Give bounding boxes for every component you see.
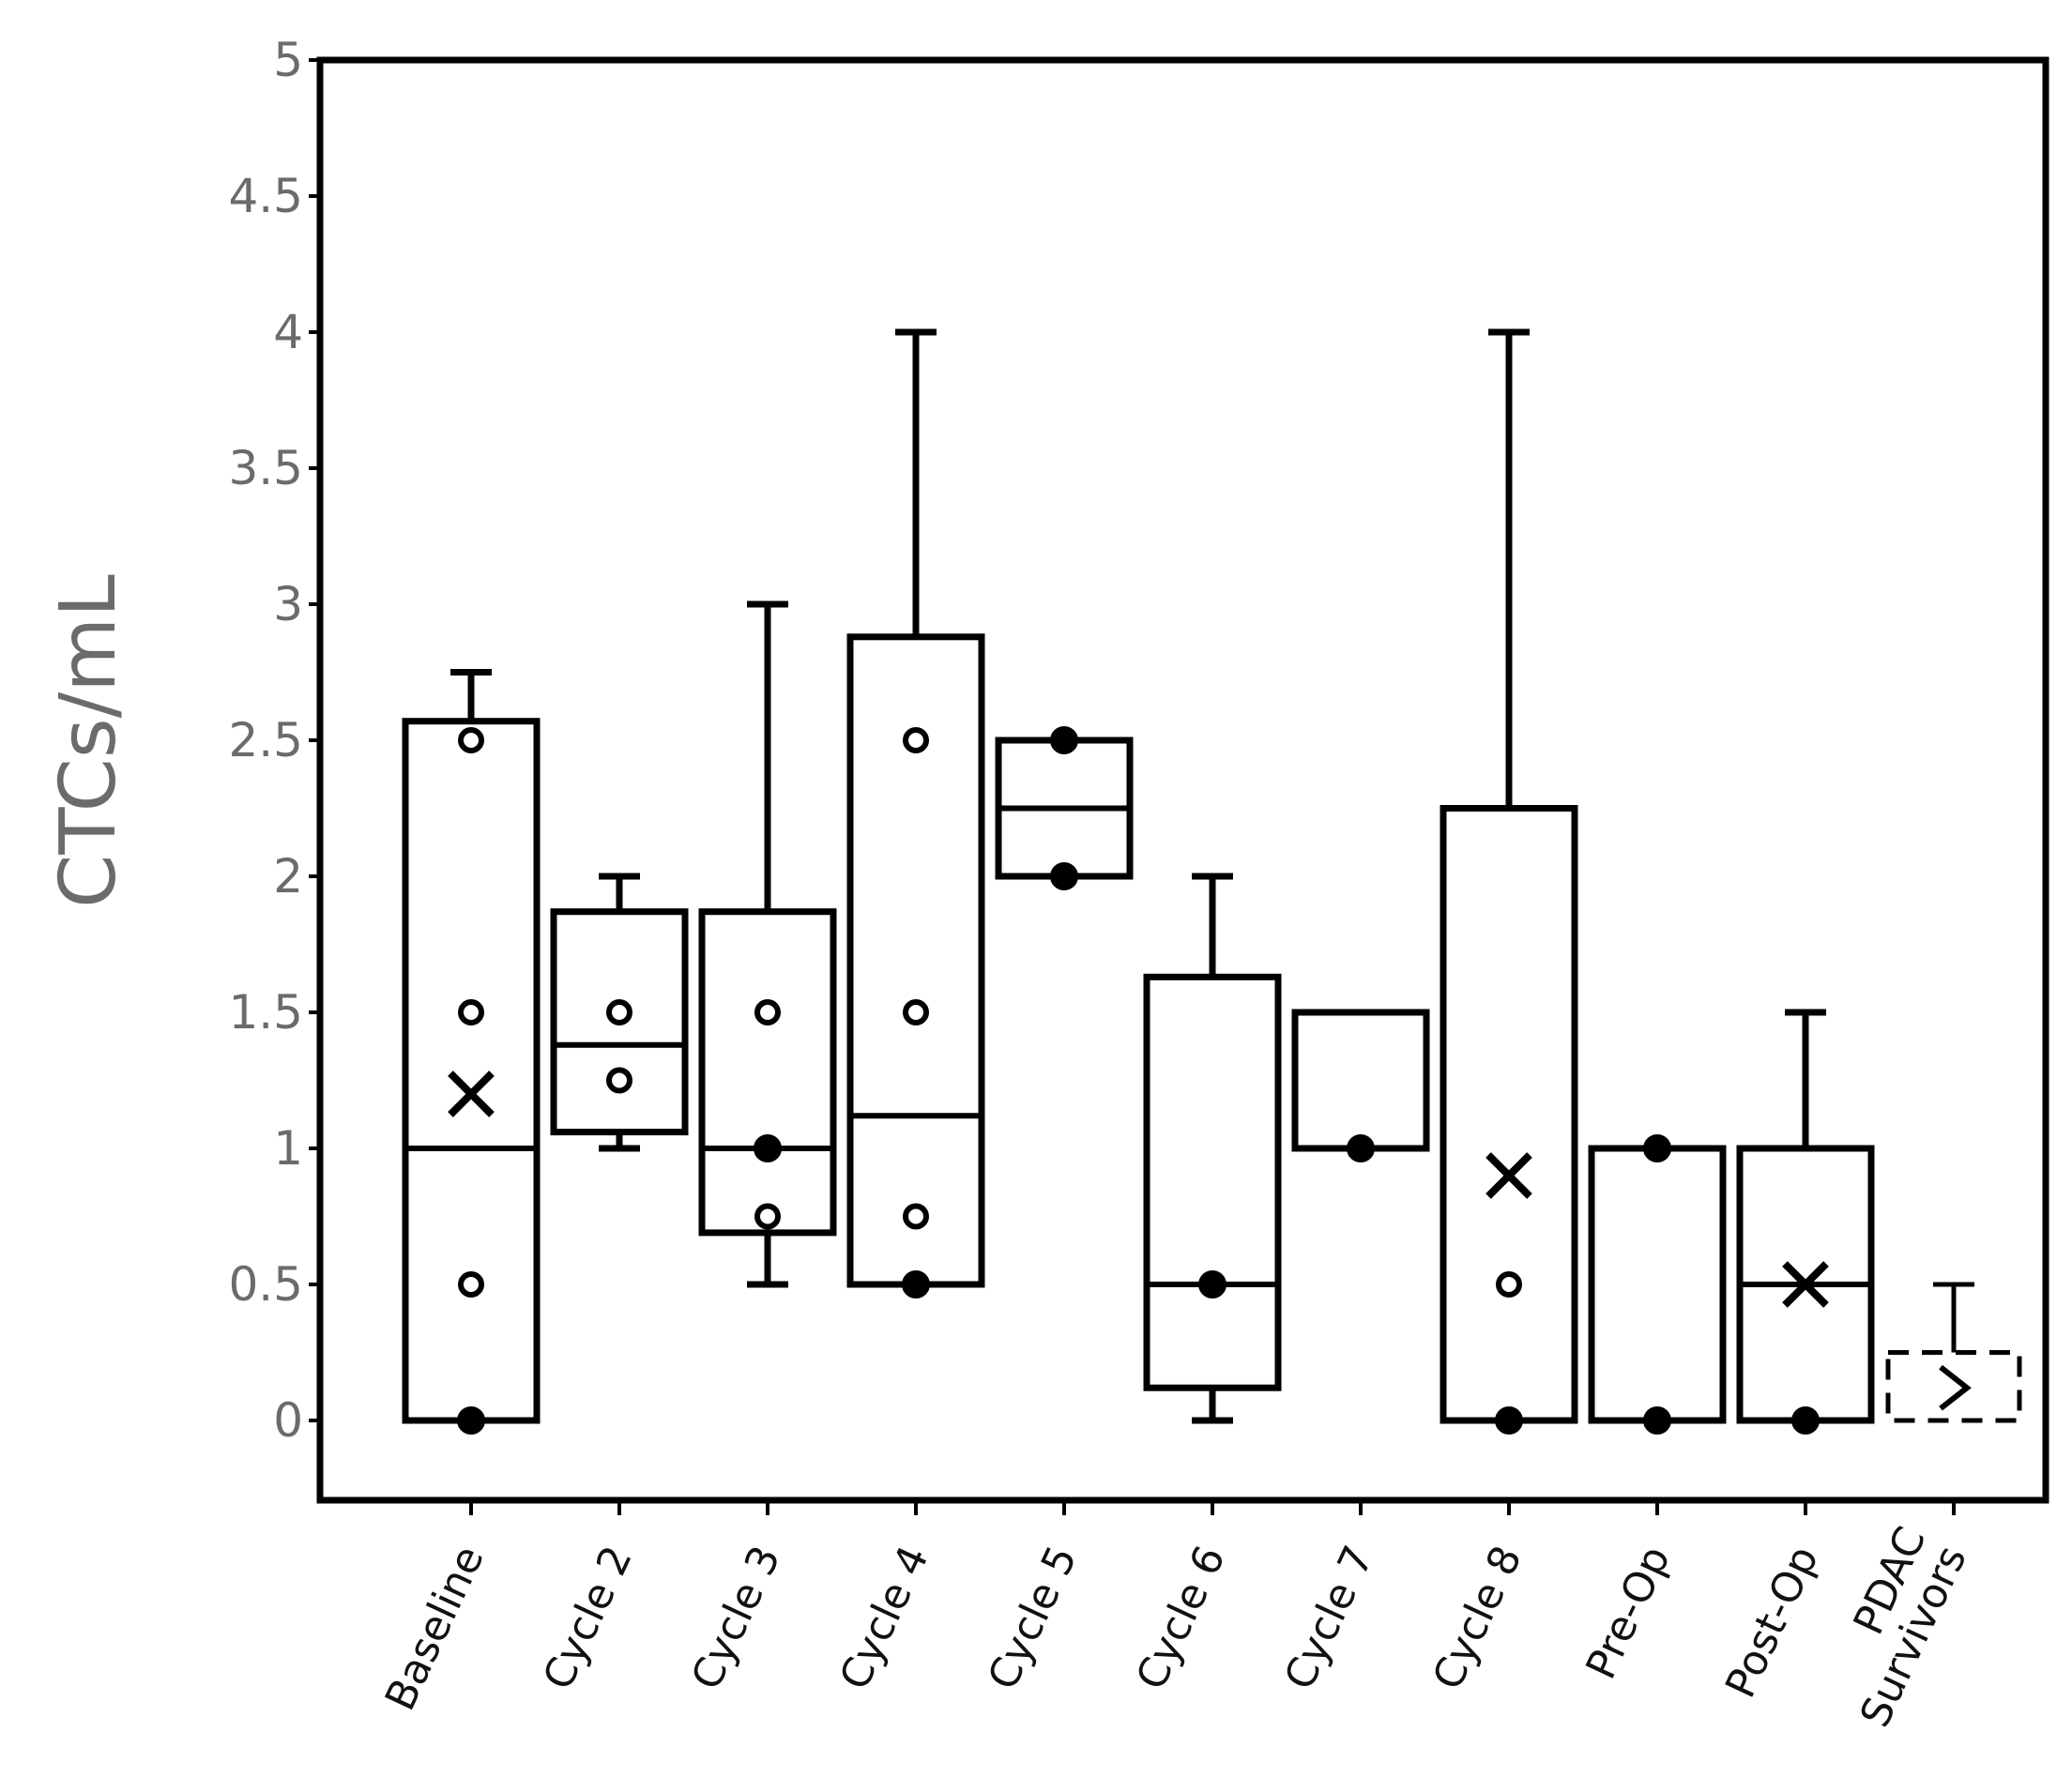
box-iqr [1143, 973, 1282, 1391]
data-point-filled [1050, 862, 1078, 890]
box-pdac-survivors [1885, 1282, 2022, 1423]
data-point-filled [1198, 1270, 1226, 1299]
outlier-point-open [754, 999, 781, 1025]
data-point-filled [1050, 726, 1078, 754]
outlier-point-open [903, 1203, 929, 1230]
y-tick-label: 2 [273, 849, 303, 904]
box-cycle-8 [1440, 328, 1578, 1435]
y-tick-label: 5 [273, 33, 303, 87]
mean-marker [1485, 1152, 1532, 1199]
box-cycle-6 [1143, 873, 1282, 1424]
y-tick-label: 1 [273, 1121, 303, 1176]
box-cycle-4 [846, 328, 985, 1299]
y-tick-label: 0.5 [228, 1257, 303, 1312]
data-point-filled [1643, 1134, 1671, 1162]
box-iqr [550, 908, 689, 1136]
box-iqr [698, 908, 837, 1237]
box-cycle-7 [1291, 1009, 1430, 1162]
outlier-point-open [754, 1203, 781, 1230]
data-point-filled [754, 1134, 782, 1162]
y-tick-label: 1.5 [228, 985, 303, 1040]
data-point-filled [1643, 1406, 1671, 1435]
box-baseline [402, 669, 541, 1435]
plot-frame [316, 56, 2049, 1504]
outlier-point-open [903, 727, 929, 753]
y-tick-label: 3.5 [228, 441, 303, 495]
box-series [402, 328, 2022, 1435]
outlier-point-open [458, 1271, 484, 1298]
y-axis-ticks: 0 0.5 1 1.5 2 2.5 3 3.5 4 4.5 5 [228, 33, 320, 1448]
box-cycle-2 [550, 873, 689, 1152]
data-point-filled [902, 1270, 930, 1299]
box-post-op [1736, 1009, 1875, 1435]
data-point-filled [457, 1406, 485, 1435]
y-tick-label: 4.5 [228, 169, 303, 223]
outlier-point-open [606, 999, 632, 1025]
y-tick-label: 2.5 [228, 713, 303, 767]
y-tick-label: 0 [273, 1393, 303, 1448]
data-point-filled [1495, 1406, 1523, 1435]
mean-marker [1782, 1261, 1829, 1308]
outlier-point-open [606, 1067, 632, 1094]
outlier-point-open [458, 727, 484, 753]
outlier-point-open [458, 999, 484, 1025]
data-point-filled [1791, 1406, 1820, 1435]
y-tick-label: 3 [273, 577, 303, 631]
y-axis-label: CTCs/mL [44, 574, 133, 908]
box-pre-op [1588, 1134, 1727, 1435]
outlier-point-open [903, 999, 929, 1025]
mean-marker [1939, 1364, 1972, 1411]
box-cycle-5 [995, 726, 1134, 890]
box-cycle-3 [698, 600, 837, 1288]
outlier-point-open [1496, 1271, 1522, 1298]
data-point-filled [1347, 1134, 1375, 1162]
y-tick-label: 4 [273, 305, 303, 359]
mean-marker [448, 1071, 495, 1117]
